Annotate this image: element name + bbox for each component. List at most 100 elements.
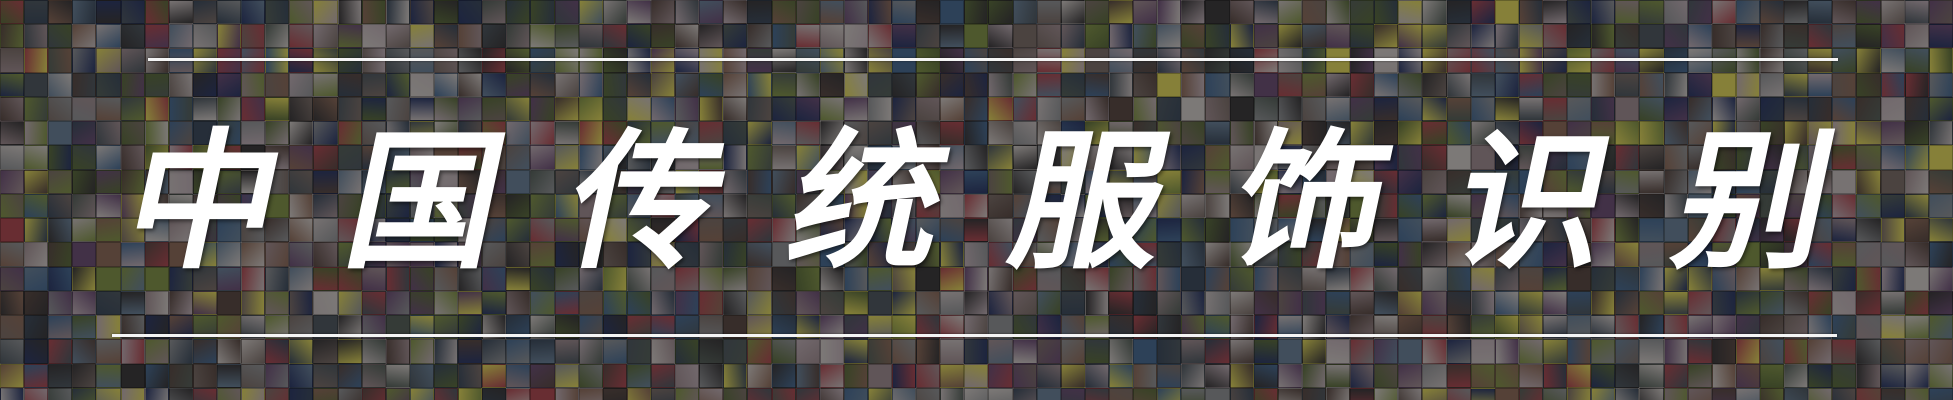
- mosaic-tile: [1301, 218, 1327, 243]
- mosaic-tile: [313, 193, 338, 219]
- mosaic-tile: [1109, 363, 1134, 388]
- mosaic-tile: [96, 121, 121, 146]
- mosaic-tile: [1422, 121, 1447, 146]
- mosaic-tile: [241, 72, 266, 97]
- mosaic-tile: [1277, 193, 1302, 219]
- mosaic-tile: [216, 72, 242, 97]
- mosaic-tile: [458, 193, 483, 219]
- mosaic-tile: [1711, 193, 1736, 219]
- mosaic-tile: [433, 339, 459, 364]
- mosaic-tile: [1060, 121, 1085, 146]
- mosaic-tile: [795, 242, 820, 267]
- mosaic-tile: [1253, 169, 1278, 194]
- mosaic-tile: [144, 96, 169, 122]
- mosaic-tile: [1615, 145, 1640, 170]
- mosaic-tile: [530, 121, 555, 146]
- mosaic-tile: [192, 387, 217, 400]
- mosaic-tile: [1784, 24, 1809, 49]
- mosaic-tile: [1543, 121, 1568, 146]
- mosaic-tile: [168, 387, 193, 400]
- mosaic-tile: [409, 242, 434, 267]
- mosaic-tile: [0, 121, 25, 146]
- mosaic-tile: [1711, 339, 1736, 364]
- mosaic-tile: [1567, 339, 1592, 364]
- mosaic-tile: [0, 339, 25, 364]
- mosaic-tile: [892, 96, 917, 122]
- mosaic-tile: [1808, 169, 1833, 194]
- mosaic-tile: [1422, 266, 1447, 291]
- mosaic-tile: [1808, 266, 1833, 291]
- mosaic-tile: [1301, 363, 1327, 388]
- mosaic-tile: [1759, 121, 1785, 146]
- mosaic-tile: [723, 218, 748, 243]
- mosaic-tile: [1518, 96, 1543, 122]
- mosaic-tile: [940, 363, 965, 388]
- mosaic-tile: [1735, 290, 1760, 316]
- mosaic-tile: [1398, 145, 1423, 170]
- mosaic-tile: [1615, 290, 1640, 316]
- mosaic-tile: [1157, 169, 1182, 194]
- mosaic-tile: [96, 266, 121, 291]
- mosaic-tile: [1567, 96, 1592, 122]
- mosaic-tile: [1181, 339, 1206, 364]
- mosaic-tile: [1735, 145, 1760, 170]
- mosaic-tile: [1856, 387, 1881, 400]
- mosaic-tile: [626, 290, 651, 316]
- mosaic-tile: [1157, 363, 1182, 388]
- mosaic-tile: [1036, 242, 1061, 267]
- mosaic-tile: [482, 290, 507, 316]
- mosaic-tile: [1518, 193, 1543, 219]
- mosaic-tile: [168, 121, 193, 146]
- mosaic-tile: [0, 218, 25, 243]
- mosaic-tile: [1615, 242, 1640, 267]
- mosaic-tile: [1880, 387, 1905, 400]
- mosaic-tile: [1663, 266, 1688, 291]
- mosaic-tile: [988, 339, 1013, 364]
- mosaic-tile: [650, 339, 676, 364]
- mosaic-tile: [1567, 290, 1592, 316]
- mosaic-tile: [1856, 24, 1881, 49]
- mosaic-tile: [0, 387, 25, 400]
- mosaic-tile: [819, 242, 844, 267]
- mosaic-tile: [916, 242, 941, 267]
- mosaic-tile: [1928, 121, 1953, 146]
- mosaic-tile: [675, 242, 700, 267]
- mosaic-tile: [241, 193, 266, 219]
- mosaic-tile: [940, 242, 965, 267]
- mosaic-tile: [1277, 363, 1302, 388]
- mosaic-tile: [409, 24, 434, 49]
- mosaic-tile: [1157, 242, 1182, 267]
- mosaic-tile: [1928, 145, 1953, 170]
- mosaic-tile: [1663, 363, 1688, 388]
- mosaic-tile: [1398, 24, 1423, 49]
- mosaic-tile: [265, 24, 290, 49]
- mosaic-tile: [554, 0, 579, 25]
- mosaic-tile: [1808, 96, 1833, 122]
- mosaic-tile: [458, 363, 483, 388]
- mosaic-tile: [1374, 24, 1399, 49]
- mosaic-tile: [940, 387, 965, 400]
- mosaic-tile: [1759, 290, 1785, 316]
- mosaic-tile: [602, 363, 627, 388]
- mosaic-tile: [1856, 145, 1881, 170]
- mosaic-tile: [1374, 387, 1399, 400]
- mosaic-tile: [1759, 266, 1785, 291]
- mosaic-tile: [1012, 145, 1037, 170]
- mosaic-tile: [337, 145, 362, 170]
- mosaic-tile: [72, 96, 97, 122]
- mosaic-tile: [1084, 242, 1110, 267]
- mosaic-tile: [1229, 169, 1254, 194]
- mosaic-tile: [771, 0, 796, 25]
- mosaic-tile: [385, 387, 410, 400]
- mosaic-tile: [433, 96, 459, 122]
- mosaic-tile: [1687, 96, 1712, 122]
- mosaic-tile: [241, 339, 266, 364]
- mosaic-tile: [988, 0, 1013, 25]
- mosaic-tile: [337, 169, 362, 194]
- mosaic-tile: [723, 339, 748, 364]
- mosaic-tile: [192, 242, 217, 267]
- mosaic-tile: [675, 290, 700, 316]
- mosaic-tile: [1518, 242, 1543, 267]
- mosaic-tile: [1711, 363, 1736, 388]
- mosaic-tile: [843, 242, 868, 267]
